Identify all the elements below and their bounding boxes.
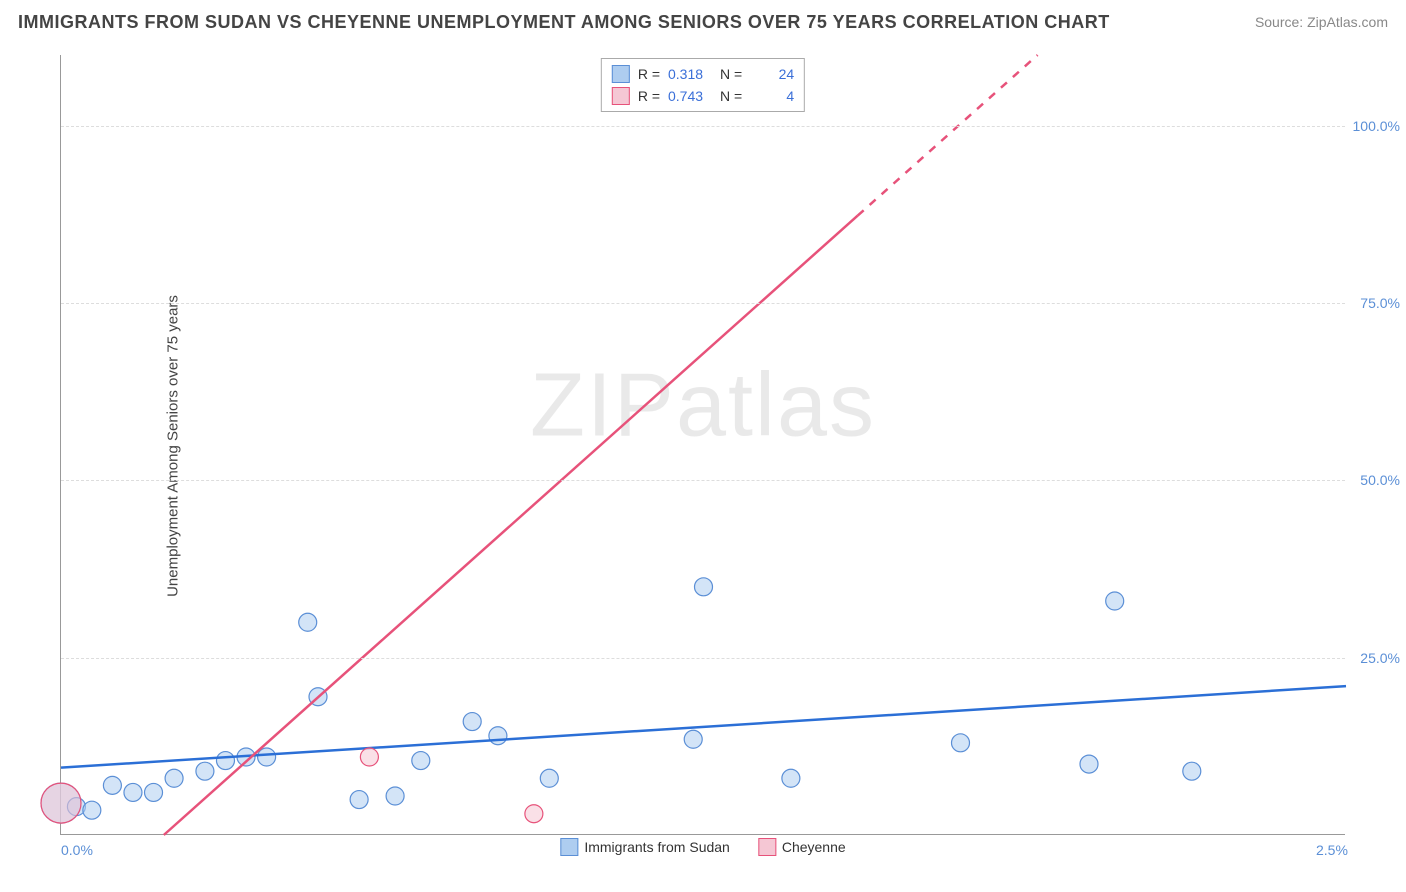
data-point [540, 769, 558, 787]
legend-n-value: 4 [750, 85, 794, 107]
legend-series-label: Immigrants from Sudan [584, 839, 730, 855]
data-point [684, 730, 702, 748]
data-point [489, 727, 507, 745]
legend-r-value: 0.318 [668, 63, 712, 85]
legend-row: R = 0.743 N = 4 [612, 85, 794, 107]
y-tick-label: 75.0% [1350, 295, 1400, 311]
data-point [1106, 592, 1124, 610]
legend-r-value: 0.743 [668, 85, 712, 107]
data-point [165, 769, 183, 787]
data-point [103, 776, 121, 794]
gridline [61, 126, 1345, 127]
data-point [525, 805, 543, 823]
data-point [350, 791, 368, 809]
data-point [1183, 762, 1201, 780]
gridline [61, 480, 1345, 481]
source-label: Source: ZipAtlas.com [1255, 14, 1388, 30]
chart-svg [61, 55, 1345, 834]
legend-r-label: R = [638, 63, 660, 85]
data-point [83, 801, 101, 819]
y-tick-label: 100.0% [1350, 118, 1400, 134]
data-point [299, 613, 317, 631]
legend-series: Immigrants from Sudan Cheyenne [560, 838, 845, 856]
gridline [61, 658, 1345, 659]
legend-series-item: Immigrants from Sudan [560, 838, 730, 856]
legend-correlation: R = 0.318 N = 24 R = 0.743 N = 4 [601, 58, 805, 112]
legend-series-label: Cheyenne [782, 839, 846, 855]
data-point [145, 783, 163, 801]
x-tick-label: 2.5% [1316, 842, 1348, 858]
chart-title: IMMIGRANTS FROM SUDAN VS CHEYENNE UNEMPL… [18, 12, 1110, 33]
data-point [463, 713, 481, 731]
legend-r-label: R = [638, 85, 660, 107]
x-tick-label: 0.0% [61, 842, 93, 858]
data-point [1080, 755, 1098, 773]
data-point [258, 748, 276, 766]
trendline-dashed [858, 55, 1038, 216]
y-tick-label: 50.0% [1350, 472, 1400, 488]
data-point [41, 783, 81, 823]
legend-n-value: 24 [750, 63, 794, 85]
legend-n-label: N = [720, 63, 742, 85]
legend-swatch [612, 87, 630, 105]
data-point [782, 769, 800, 787]
data-point [952, 734, 970, 752]
legend-n-label: N = [720, 85, 742, 107]
legend-series-item: Cheyenne [758, 838, 846, 856]
data-point [360, 748, 378, 766]
data-point [216, 752, 234, 770]
legend-swatch [758, 838, 776, 856]
plot-area: ZIPatlas R =0.318N =24R =0.743N =4 Immig… [60, 55, 1345, 835]
gridline [61, 303, 1345, 304]
trendline [164, 216, 858, 835]
legend-row: R = 0.318 N = 24 [612, 63, 794, 85]
data-point [124, 783, 142, 801]
y-tick-label: 25.0% [1350, 650, 1400, 666]
legend-swatch [560, 838, 578, 856]
data-point [695, 578, 713, 596]
data-point [386, 787, 404, 805]
data-point [412, 752, 430, 770]
legend-swatch [612, 65, 630, 83]
data-point [196, 762, 214, 780]
